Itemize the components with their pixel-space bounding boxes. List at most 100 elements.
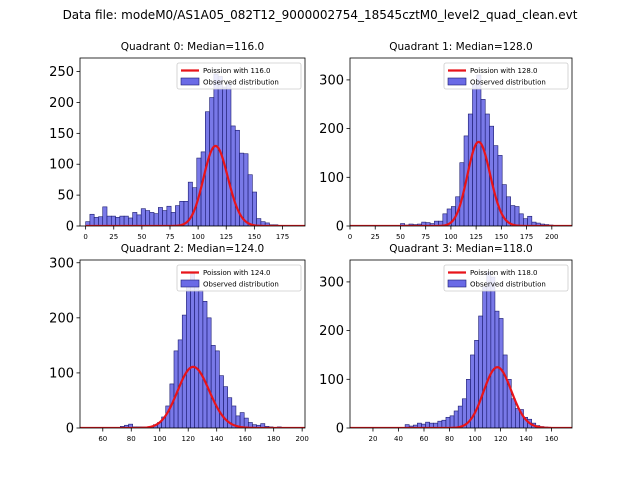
histogram-bar — [486, 271, 492, 428]
legend-box — [176, 264, 302, 292]
plot-area — [350, 271, 572, 428]
x-tick-label: 120 — [182, 435, 195, 443]
y-tick-label: 0 — [66, 422, 74, 437]
legend-label-fit: Poission with 116.0 — [203, 67, 271, 75]
histogram-bar — [474, 340, 479, 428]
histogram-bar — [119, 215, 125, 226]
histogram-bar — [252, 191, 257, 226]
legend-label-observed: Observed distribution — [470, 79, 546, 87]
histogram-bar — [214, 350, 220, 428]
legend-label-observed: Observed distribution — [470, 281, 546, 289]
chart-title: Quadrant 2: Median=124.0 — [121, 243, 264, 255]
legend-label-fit: Poission with 124.0 — [203, 269, 271, 277]
x-tick-label: 25 — [371, 233, 380, 241]
histogram-bar — [219, 375, 224, 428]
x-tick-label: 140 — [519, 435, 532, 443]
x-tick-label: 150 — [248, 233, 261, 241]
histogram-bar — [153, 213, 159, 226]
chart-title: Quadrant 1: Median=128.0 — [389, 41, 532, 53]
histogram-bar — [457, 405, 463, 428]
histogram-bar — [449, 415, 455, 428]
y-tick-label: 200 — [319, 324, 344, 339]
x-tick-label: 0 — [348, 233, 352, 241]
x-tick-label: 75 — [421, 233, 430, 241]
x-tick-label: 40 — [394, 435, 403, 443]
x-tick-label: 120 — [494, 435, 507, 443]
histogram-bar — [149, 212, 155, 226]
legend-bar-swatch — [180, 77, 200, 86]
legend: Poission with 116.0 Observed distribution — [176, 62, 302, 90]
legend: Poission with 128.0 Observed distribution — [443, 62, 569, 90]
histogram-bar — [136, 214, 142, 226]
y-tick-label: 0 — [66, 220, 74, 235]
histogram-bar — [482, 286, 488, 428]
histogram-bar — [198, 289, 204, 428]
quadrant-3-histogram: Quadrant 3: Median=118.0 20 40 60 80 100 120 14… — [319, 243, 573, 443]
x-tick-label: 0 — [83, 233, 87, 241]
histogram-bar — [243, 153, 249, 226]
histogram-bar — [441, 419, 447, 428]
figure-title: Data file: modeM0/AS1A05_082T12_90000027… — [62, 8, 578, 22]
x-tick-label: 160 — [239, 435, 252, 443]
legend-label-observed: Observed distribution — [203, 281, 279, 289]
x-tick-label: 175 — [520, 233, 533, 241]
axes-frame — [79, 259, 306, 429]
histogram-bar — [194, 281, 200, 428]
legend-box — [443, 264, 569, 292]
histogram-bar — [478, 315, 483, 428]
histogram-bar — [202, 301, 208, 428]
quadrant-0-histogram: Quadrant 0: Median=116.0 0 25 50 75 100 125 150… — [49, 41, 306, 241]
histogram-bar — [226, 83, 232, 226]
x-tick-label: 60 — [420, 435, 429, 443]
histogram-bar — [494, 310, 500, 428]
histogram-bar — [209, 97, 215, 226]
quadrant-1-histogram: Quadrant 1: Median=128.0 0 25 50 75 100 125 150… — [319, 41, 573, 241]
x-tick-label: 50 — [396, 233, 405, 241]
histogram-bar — [230, 125, 236, 226]
x-tick-label: 100 — [468, 435, 481, 443]
y-tick-label: 300 — [49, 256, 74, 271]
histogram-bar — [89, 213, 95, 226]
x-tick-label: 160 — [545, 435, 558, 443]
histogram-bar — [210, 345, 216, 428]
axes-frame — [349, 57, 573, 227]
x-tick-label: 125 — [220, 233, 233, 241]
histogram-bar — [102, 206, 108, 226]
x-tick-label: 180 — [267, 435, 280, 443]
plot-area — [80, 273, 305, 428]
poisson-fit-line — [80, 365, 305, 428]
chart-title: Quadrant 3: Median=118.0 — [389, 243, 532, 255]
histogram-bar — [510, 398, 516, 428]
y-tick-label: 100 — [49, 366, 74, 381]
y-tick-label: 250 — [49, 65, 74, 80]
histogram-bar — [453, 410, 459, 428]
legend-bar-swatch — [447, 279, 467, 288]
histogram-bar — [140, 208, 146, 226]
x-tick-label: 20 — [369, 435, 378, 443]
histogram-bar — [502, 354, 508, 428]
x-tick-label: 75 — [166, 233, 175, 241]
legend-bar-swatch — [447, 77, 467, 86]
x-tick-label: 60 — [98, 435, 107, 443]
y-tick-label: 300 — [319, 73, 344, 88]
x-tick-label: 25 — [109, 233, 118, 241]
histogram-bar — [179, 200, 185, 226]
x-tick-label: 175 — [276, 233, 289, 241]
histogram-bar — [106, 215, 112, 226]
histogram-bar — [239, 412, 245, 428]
x-tick-label: 100 — [191, 233, 204, 241]
y-tick-label: 100 — [319, 171, 344, 186]
histogram-bar — [490, 276, 496, 428]
x-tick-label: 125 — [469, 233, 482, 241]
axes-frame — [79, 57, 306, 227]
histogram-bar — [115, 217, 121, 226]
histogram-bar — [170, 212, 176, 226]
histogram-bar — [110, 215, 116, 226]
poisson-fit-line — [350, 366, 572, 428]
x-tick-label: 200 — [545, 233, 558, 241]
x-tick-label: 50 — [137, 233, 146, 241]
quadrant-2-histogram: Quadrant 2: Median=124.0 60 80 100 120 140 160… — [49, 243, 309, 443]
histogram-bar — [247, 174, 253, 226]
histogram-bar — [186, 284, 191, 428]
